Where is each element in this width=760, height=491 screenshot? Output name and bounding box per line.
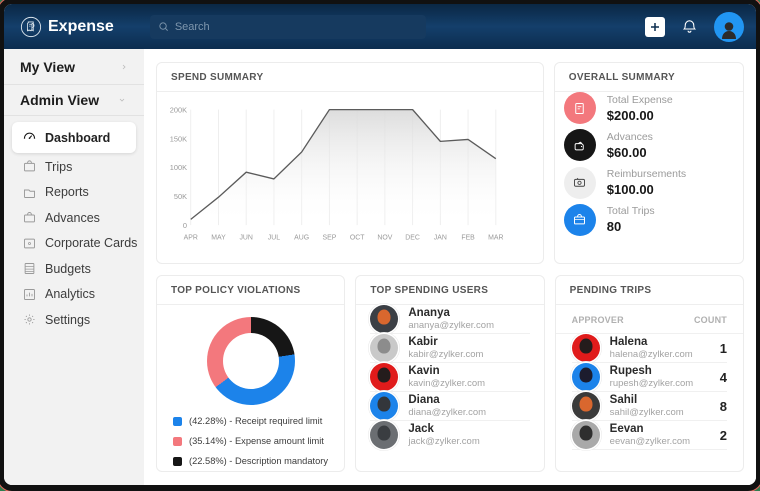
svg-text:MAR: MAR [488,234,503,241]
svg-text:150K: 150K [170,134,187,143]
svg-text:200K: 200K [170,105,187,114]
svg-text:FEB: FEB [461,234,475,241]
svg-text:MAY: MAY [211,234,226,241]
svg-text:50K: 50K [174,192,187,201]
svg-text:SEP: SEP [322,234,336,241]
svg-text:DEC: DEC [405,234,420,241]
svg-text:OCT: OCT [350,234,365,241]
svg-text:JAN: JAN [434,234,447,241]
svg-text:AUG: AUG [294,234,309,241]
svg-text:APR: APR [184,234,198,241]
svg-text:JUL: JUL [268,234,280,241]
svg-text:NOV: NOV [377,234,392,241]
svg-text:JUN: JUN [239,234,252,241]
svg-text:100K: 100K [170,163,187,172]
svg-text:0: 0 [183,221,187,230]
